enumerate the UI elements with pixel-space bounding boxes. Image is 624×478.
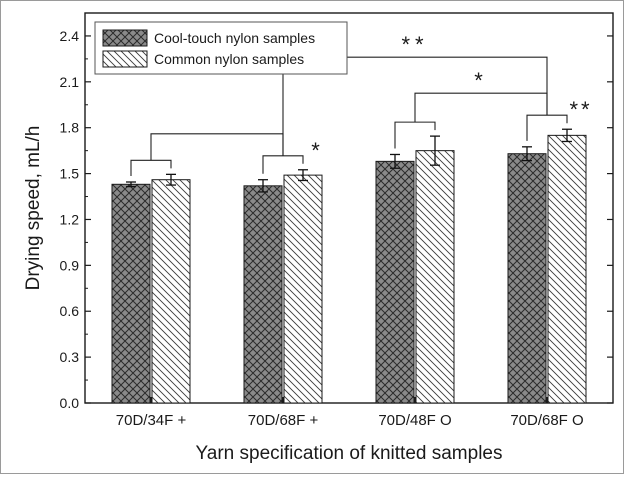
group-significance-star: *	[474, 68, 488, 93]
legend-swatch-cool-touch	[102, 29, 148, 47]
y-tick-label: 0.6	[60, 303, 80, 319]
y-tick-label: 1.8	[60, 120, 80, 136]
y-tick-label: 2.4	[60, 28, 80, 44]
x-tick-label: 70D/34F +	[116, 412, 187, 429]
bar-cool-touch	[375, 160, 415, 404]
y-tick-label: 1.2	[60, 211, 80, 227]
x-axis-label: Yarn specification of knitted samples	[196, 443, 503, 464]
bar-common	[547, 134, 587, 404]
legend-label-common: Common nylon samples	[154, 51, 304, 67]
pair-significance-star: *	[311, 138, 323, 163]
bar-common	[415, 150, 455, 404]
legend-label-cool-touch: Cool-touch nylon samples	[154, 30, 315, 46]
x-tick-label: 70D/68F O	[510, 412, 583, 429]
group-significance-star: **	[401, 32, 428, 57]
significance-brackets: ******	[130, 32, 592, 176]
y-tick-label: 0.9	[60, 257, 80, 273]
x-axis: 70D/34F + 70D/68F + 70D/48F O 70D/68F O	[116, 397, 584, 429]
y-tick-label: 1.5	[60, 166, 80, 182]
legend-swatch-common	[102, 50, 148, 68]
x-tick-label: 70D/68F +	[248, 412, 319, 429]
x-tick-label: 70D/48F O	[378, 412, 451, 429]
y-tick-label: 2.1	[60, 74, 80, 90]
bar-cool-touch	[111, 183, 151, 404]
legend: Cool-touch nylon samples Common nylon sa…	[94, 21, 348, 75]
y-axis: 0.0 0.3 0.6 0.9 1.2 1.5 1.8 2.1 2.4	[60, 28, 613, 411]
pair-bracket	[130, 159, 172, 176]
bars	[111, 134, 587, 404]
bar-cool-touch	[243, 185, 283, 404]
pair-bracket	[262, 155, 304, 174]
y-axis-label: Drying speed, mL/h	[23, 126, 44, 291]
y-tick-label: 0.3	[60, 349, 80, 365]
pair-bracket	[394, 121, 436, 149]
bar-common	[151, 179, 191, 404]
bar-cool-touch	[507, 153, 547, 404]
error-bars	[126, 128, 572, 193]
bar-common	[283, 174, 323, 404]
y-tick-label: 0.0	[60, 395, 80, 411]
pair-significance-star: **	[569, 97, 592, 122]
group-bracket	[282, 56, 548, 156]
